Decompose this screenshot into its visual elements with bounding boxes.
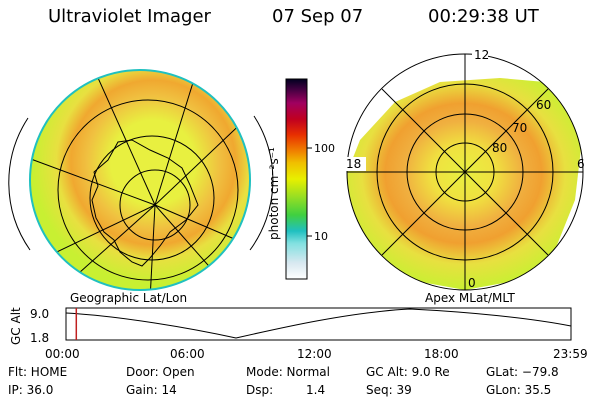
- auroral-emission-left: [30, 70, 250, 290]
- status-gc-alt: GC Alt: 9.0 Re: [366, 365, 450, 379]
- left-panel-caption: Geographic Lat/Lon: [70, 291, 188, 305]
- auroral-emission-right: [347, 78, 582, 290]
- status-dsp-value: 1.4: [306, 383, 326, 397]
- orbit-ymax: 9.0: [30, 307, 49, 321]
- date-label: 07 Sep 07: [272, 6, 364, 27]
- right-panel-caption: Apex MLat/MLT: [425, 291, 515, 305]
- time-tick-2359: 23:59: [553, 347, 588, 361]
- time-tick-1200: 12:00: [297, 347, 332, 361]
- disk-edge-left: [29, 69, 251, 291]
- status-glat: GLat: −79.8: [486, 365, 559, 379]
- magnetic-panel: 12 18 6 0 60 70 80: [344, 48, 585, 291]
- status-dsp-label: Dsp:: [246, 383, 274, 397]
- time-tick-0600: 06:00: [170, 347, 205, 361]
- mlt-label-0: 0: [468, 276, 476, 290]
- coastline-fragment: [30, 70, 71, 73]
- instrument-title: Ultraviolet Imager: [48, 6, 211, 27]
- colorbar-tick-10: 10: [314, 230, 328, 243]
- time-tick-1800: 18:00: [424, 347, 459, 361]
- antarctica-outline: [91, 139, 199, 267]
- mlt-label-18: 18: [346, 157, 361, 171]
- altitude-curve: [65, 308, 572, 339]
- status-seq: Seq: 39: [366, 383, 412, 397]
- orbit-altitude-plot: 9.0 1.8 GC Alt: [9, 307, 572, 345]
- geographic-panel: [8, 69, 274, 291]
- mlat-label-80: 80: [492, 141, 507, 155]
- colorbar-scale: [285, 78, 308, 280]
- orbit-plot-frame: [65, 307, 572, 341]
- mlt-label-12: 12: [474, 48, 489, 62]
- status-filter: Flt: HOME: [8, 365, 68, 379]
- colorbar: photon cm⁻²s⁻¹ 100 10: [267, 78, 335, 280]
- orbit-ymin: 1.8: [30, 331, 49, 345]
- mlat-label-70: 70: [512, 121, 527, 135]
- time-tick-0000: 00:00: [45, 347, 80, 361]
- status-glon: GLon: 35.5: [486, 383, 552, 397]
- orbit-ylabel: GC Alt: [9, 307, 23, 345]
- colorbar-unit: photon cm⁻²s⁻¹: [267, 147, 281, 240]
- status-gain: Gain: 14: [126, 383, 177, 397]
- status-door: Door: Open: [126, 365, 195, 379]
- status-mode: Mode: Normal: [246, 365, 330, 379]
- colorbar-tick-100: 100: [314, 142, 335, 155]
- status-ip: IP: 36.0: [8, 383, 54, 397]
- mlt-label-6: 6: [577, 157, 585, 171]
- mlat-label-60: 60: [536, 98, 551, 112]
- time-label: 00:29:38 UT: [428, 6, 539, 27]
